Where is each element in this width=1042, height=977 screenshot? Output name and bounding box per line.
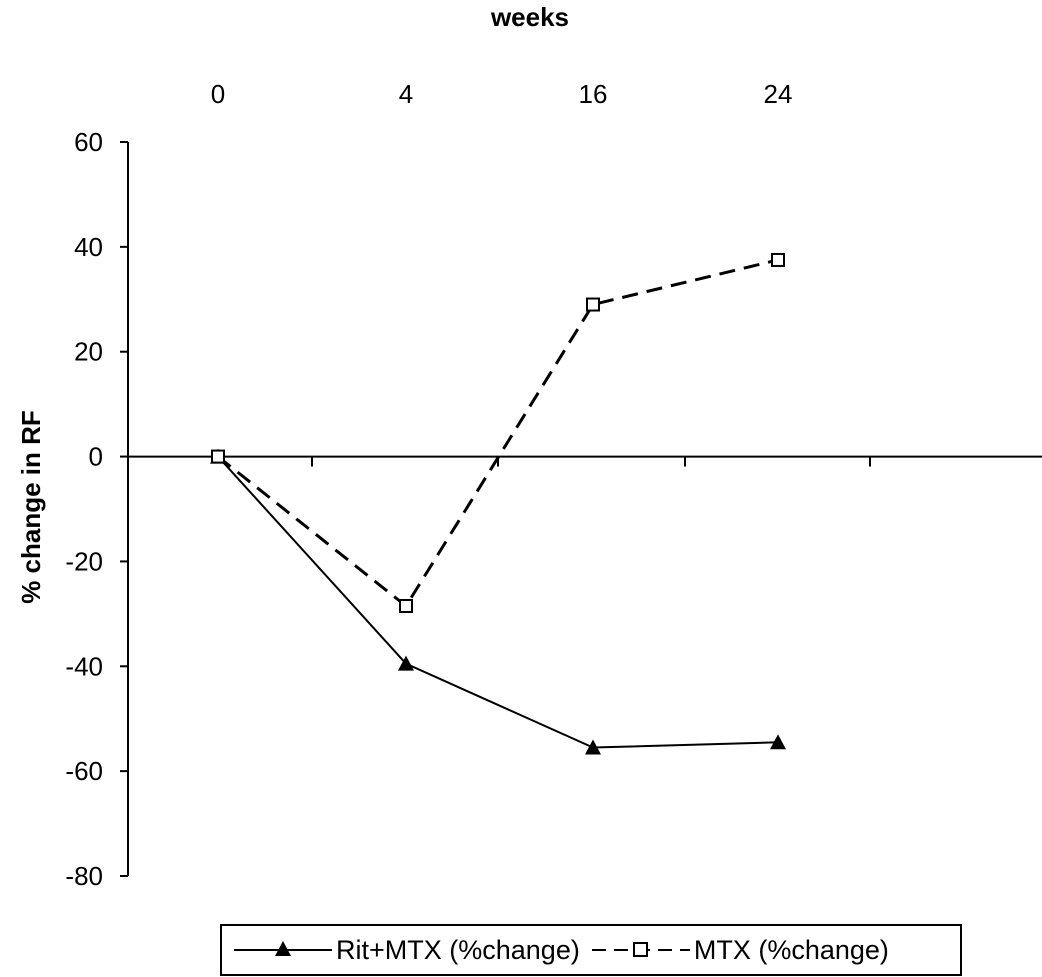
x-tick-label: 0 — [211, 79, 225, 109]
y-tick-labels: 60 40 20 0 -20 -40 -60 -80 — [65, 127, 103, 891]
x-tick-label: 24 — [764, 79, 793, 109]
y-tick-label: 0 — [89, 442, 103, 472]
y-tick-label: -80 — [65, 861, 103, 891]
x-axis-title: weeks — [490, 2, 569, 32]
legend-label-mtx: MTX (%change) — [693, 934, 889, 965]
legend-item-rit-mtx: Rit+MTX (%change) — [232, 935, 580, 966]
y-axis-title: % change in RF — [16, 410, 46, 604]
x-tick-labels: 0 4 16 24 — [211, 79, 793, 109]
series-layer — [210, 252, 786, 755]
series-line-0 — [217, 455, 779, 749]
series-1-point-0 — [211, 449, 225, 464]
y-tick-label: 40 — [74, 232, 103, 262]
series-line-1 — [217, 258, 779, 609]
y-axis-title-text: % change in — [16, 445, 46, 604]
y-axis-title-bold: RF — [16, 410, 46, 445]
series-0-point-2 — [585, 739, 601, 755]
legend-label-rit-mtx: Rit+MTX (%change) — [336, 934, 580, 965]
legend-dashed-square-marker — [591, 942, 690, 957]
x-tick-label: 16 — [579, 79, 608, 109]
y-tick-label: -60 — [65, 756, 103, 786]
series-1-point-2 — [586, 297, 600, 312]
x-tick-label: 4 — [399, 79, 413, 109]
y-tick-label: 20 — [74, 337, 103, 367]
y-tick-label: -20 — [65, 546, 103, 576]
series-0-point-3 — [770, 734, 786, 750]
line-chart: weeks % change in RF 6040200-20-40-60-80… — [16, 2, 1042, 891]
legend-item-mtx: MTX (%change) — [590, 935, 889, 966]
y-tick-label: -40 — [65, 651, 103, 681]
y-tick-label: 60 — [74, 127, 103, 157]
legend-solid-triangle-marker — [234, 941, 332, 956]
series-1-point-1 — [399, 598, 413, 613]
legend: Rit+MTX (%change) MTX (%change) — [220, 924, 962, 976]
series-0-point-1 — [398, 655, 414, 671]
axes — [120, 141, 1042, 877]
series-1-point-3 — [771, 252, 785, 267]
